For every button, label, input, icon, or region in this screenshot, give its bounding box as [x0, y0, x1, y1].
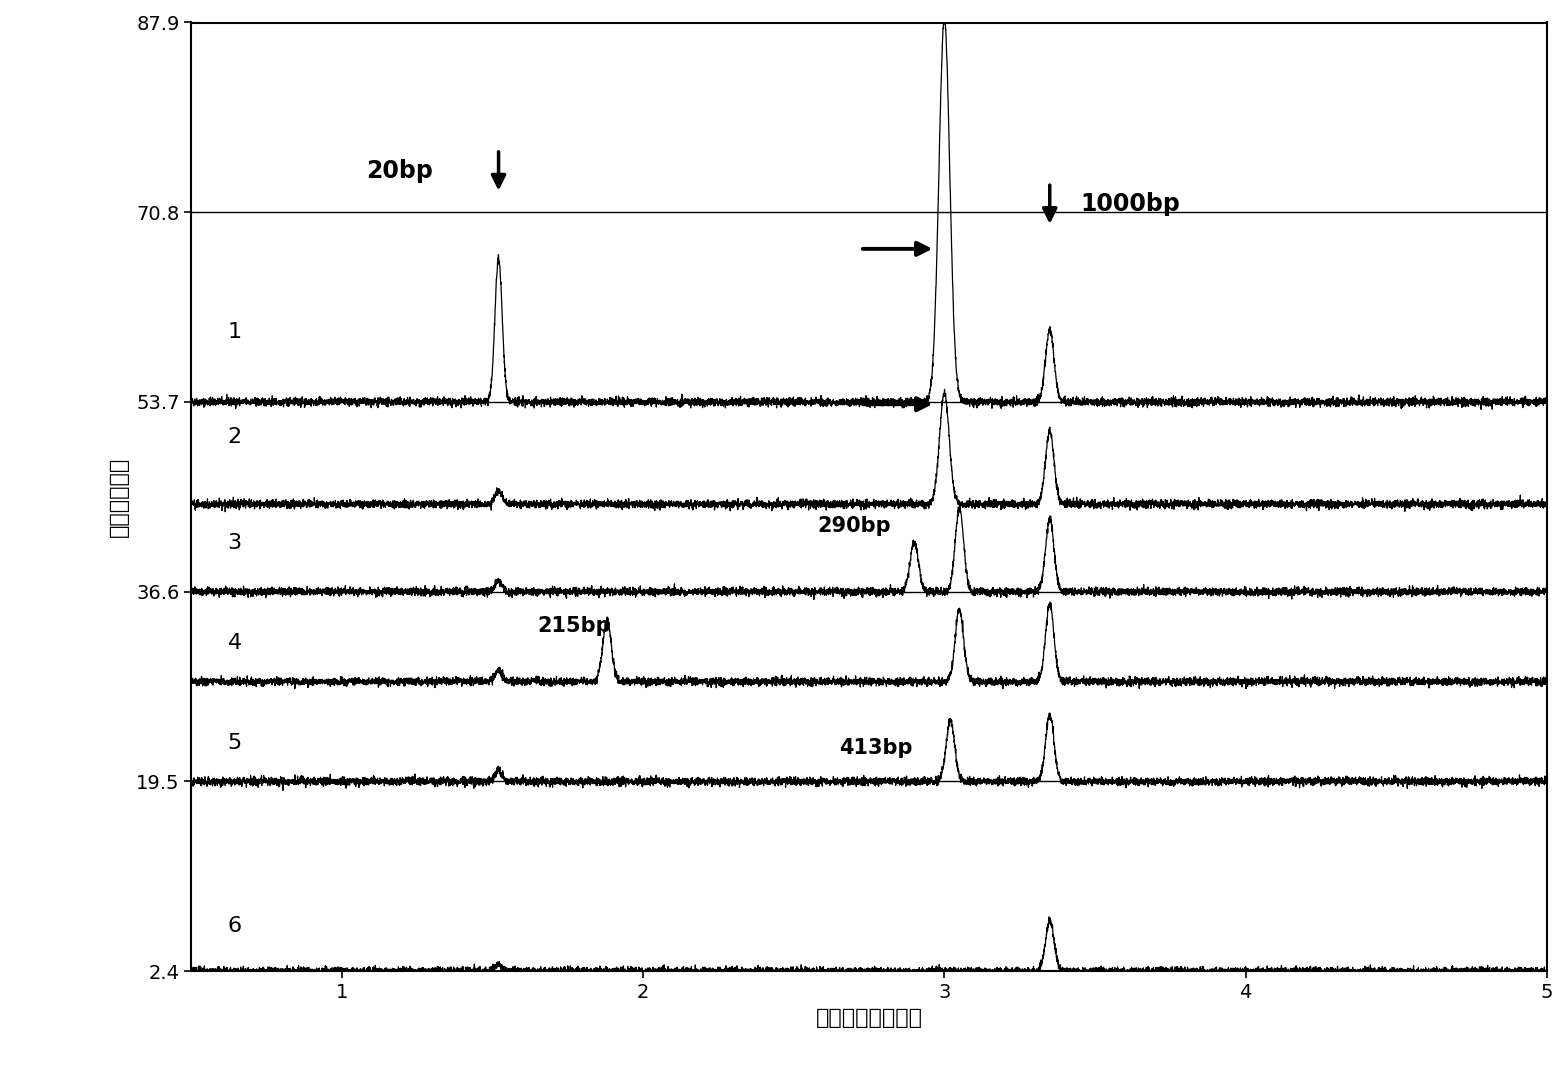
Text: 4: 4: [227, 633, 241, 653]
Text: 5: 5: [227, 733, 241, 753]
Text: 215bp: 215bp: [538, 616, 612, 636]
Text: 2: 2: [227, 428, 241, 447]
Text: 1: 1: [227, 323, 241, 342]
Text: 3: 3: [227, 533, 241, 553]
Y-axis label: 相对荧光单位: 相对荧光单位: [110, 457, 129, 536]
Text: 290bp: 290bp: [818, 516, 892, 536]
Text: 20bp: 20bp: [365, 160, 433, 184]
Text: 1000bp: 1000bp: [1080, 192, 1179, 216]
X-axis label: 迁移时间（分钟）: 迁移时间（分钟）: [815, 1008, 922, 1027]
Text: 413bp: 413bp: [839, 738, 913, 758]
Text: 6: 6: [227, 915, 241, 936]
